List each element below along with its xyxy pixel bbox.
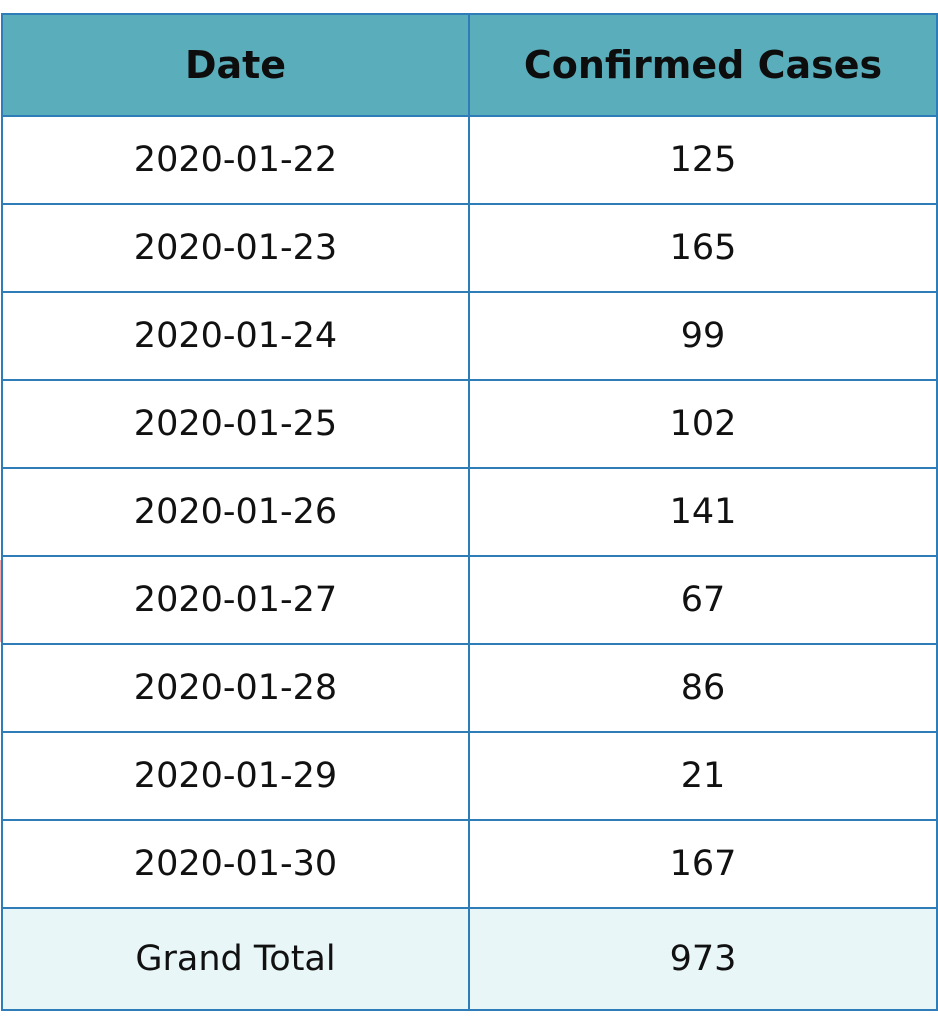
grand-total-row: Grand Total 973 (1, 907, 938, 1011)
date-cell: 2020-01-22 (1, 115, 470, 205)
cases-cell: 165 (468, 203, 938, 293)
date-cell: 2020-01-24 (1, 291, 470, 381)
date-cell: 2020-01-30 (1, 819, 470, 909)
cases-table-container: Date Confirmed Cases 2020-01-22 125 2020… (1, 13, 938, 1011)
cases-cell: 86 (468, 643, 938, 733)
header-confirmed-cases: Confirmed Cases (468, 13, 938, 117)
table-header-row: Date Confirmed Cases (1, 13, 938, 117)
grand-total-label: Grand Total (1, 907, 470, 1011)
grand-total-value: 973 (468, 907, 938, 1011)
table-row: 2020-01-23 165 (1, 203, 938, 293)
date-cell: 2020-01-25 (1, 379, 470, 469)
table-row: 2020-01-28 86 (1, 643, 938, 733)
date-cell: 2020-01-27 (1, 555, 470, 645)
table-row: 2020-01-29 21 (1, 731, 938, 821)
table-row: 2020-01-30 167 (1, 819, 938, 909)
table-row: 2020-01-27 67 (1, 555, 938, 645)
cases-cell: 167 (468, 819, 938, 909)
date-cell: 2020-01-23 (1, 203, 470, 293)
table-row: 2020-01-25 102 (1, 379, 938, 469)
header-date: Date (1, 13, 470, 117)
table-row: 2020-01-26 141 (1, 467, 938, 557)
table-row: 2020-01-24 99 (1, 291, 938, 381)
cases-cell: 141 (468, 467, 938, 557)
cases-table: Date Confirmed Cases 2020-01-22 125 2020… (1, 13, 938, 1011)
cases-cell: 125 (468, 115, 938, 205)
date-cell: 2020-01-29 (1, 731, 470, 821)
cases-cell: 102 (468, 379, 938, 469)
table-row: 2020-01-22 125 (1, 115, 938, 205)
date-cell: 2020-01-26 (1, 467, 470, 557)
date-cell: 2020-01-28 (1, 643, 470, 733)
cases-cell: 21 (468, 731, 938, 821)
cases-cell: 99 (468, 291, 938, 381)
cases-cell: 67 (468, 555, 938, 645)
